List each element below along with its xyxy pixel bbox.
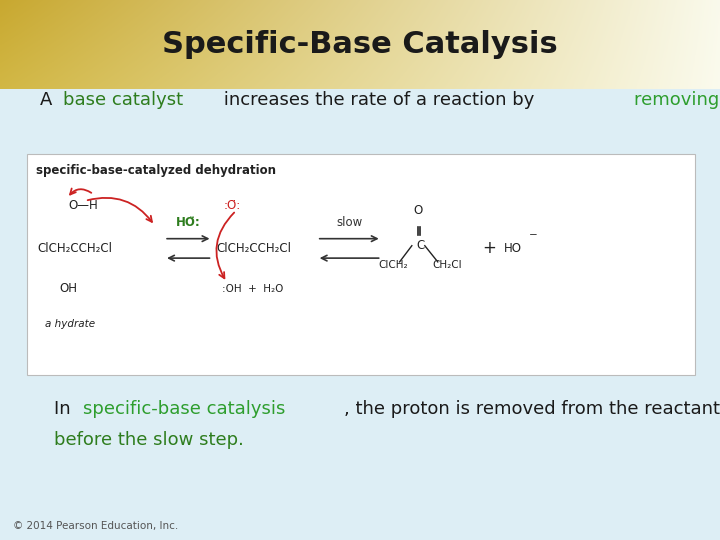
Text: O—H: O—H	[68, 199, 98, 212]
Text: :OH  +  H₂O: :OH + H₂O	[222, 284, 283, 294]
Text: removing a proton.: removing a proton.	[634, 91, 720, 109]
Text: ClCH₂CCH₂Cl: ClCH₂CCH₂Cl	[37, 242, 112, 255]
FancyBboxPatch shape	[0, 89, 720, 540]
Text: specific-base-catalyzed dehydration: specific-base-catalyzed dehydration	[36, 164, 276, 177]
Text: HÖ:: HÖ:	[176, 216, 201, 229]
Text: slow: slow	[336, 216, 362, 229]
Text: © 2014 Pearson Education, Inc.: © 2014 Pearson Education, Inc.	[13, 522, 179, 531]
Text: a hydrate: a hydrate	[45, 319, 95, 329]
Text: +: +	[482, 239, 497, 258]
Text: ClCH₂CCH₂Cl: ClCH₂CCH₂Cl	[216, 242, 291, 255]
Text: −: −	[529, 230, 538, 240]
Text: Specific-Base Catalysis: Specific-Base Catalysis	[162, 30, 558, 59]
Text: In: In	[54, 400, 76, 418]
Text: base catalyst: base catalyst	[63, 91, 183, 109]
Text: ClCH₂: ClCH₂	[378, 260, 408, 269]
Text: A: A	[40, 91, 58, 109]
Text: OH: OH	[60, 282, 78, 295]
Text: before the slow step.: before the slow step.	[54, 431, 244, 449]
Text: , the proton is removed from the reactant: , the proton is removed from the reactan…	[344, 400, 720, 418]
Text: O: O	[413, 204, 422, 217]
Text: CH₂Cl: CH₂Cl	[432, 260, 462, 269]
FancyBboxPatch shape	[27, 154, 695, 375]
Text: HO: HO	[504, 242, 522, 255]
Text: specific-base catalysis: specific-base catalysis	[83, 400, 285, 418]
Text: C: C	[416, 239, 424, 252]
Text: increases the rate of a reaction by: increases the rate of a reaction by	[218, 91, 540, 109]
Text: :Ö:: :Ö:	[223, 199, 240, 212]
